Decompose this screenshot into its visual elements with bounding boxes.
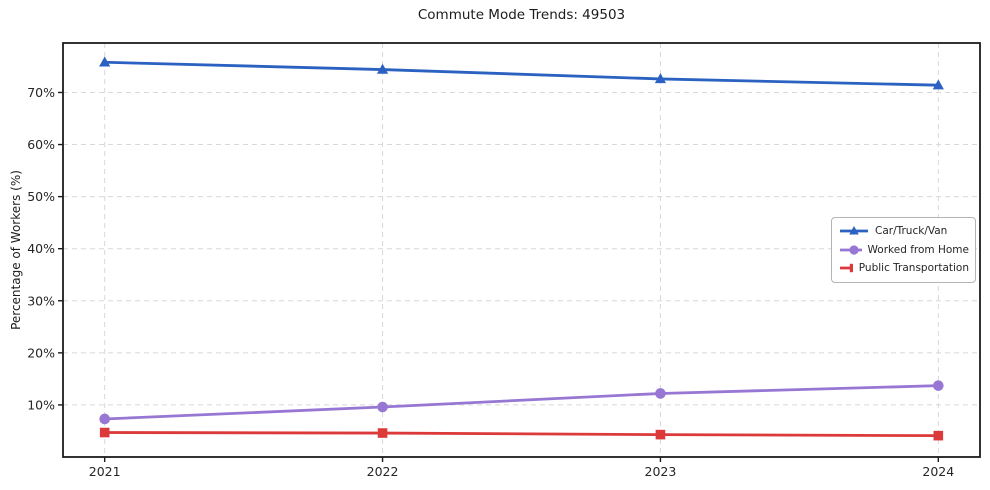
x-tick-label: 2021 [89, 464, 121, 479]
legend-marker-triangle-icon [840, 226, 868, 235]
y-tick-label: 10% [27, 397, 55, 412]
marker-worked-from-home [655, 388, 666, 399]
marker-worked-from-home [99, 413, 110, 425]
y-tick-label: 70% [27, 85, 55, 100]
marker-car-truck-van [654, 73, 667, 84]
series-line-car-truck-van [103, 60, 940, 87]
marker-public-transportation [655, 429, 666, 440]
marker-car-truck-van [376, 63, 389, 74]
y-tick-label: 40% [27, 241, 55, 256]
chart-title: Commute Mode Trends: 49503 [417, 7, 626, 23]
y-tick-label: 60% [27, 137, 55, 152]
legend-label: Car/Truck/Van [875, 225, 948, 238]
legend-label: Public Transportation [858, 262, 969, 275]
x-tick-label: 2022 [367, 464, 399, 479]
marker-public-transportation [99, 427, 110, 438]
marker-car-truck-van [932, 79, 944, 90]
legend-item-worked-from-home: Worked from Home [839, 241, 969, 260]
y-tick-label: 30% [27, 293, 55, 308]
legend-marker-square-icon [840, 264, 853, 273]
legend: Car/Truck/Van Worked from Home Public Tran… [831, 217, 976, 283]
series-line-public-transportation [103, 431, 940, 438]
marker-worked-from-home [933, 380, 944, 391]
y-tick-label: 50% [27, 189, 55, 204]
legend-item-public-transportation: Public Transportation [839, 259, 969, 278]
plot-border [62, 42, 981, 458]
marker-car-truck-van [99, 56, 111, 67]
series-line-worked-from-home [103, 384, 940, 421]
x-tick-label: 2023 [645, 464, 677, 479]
legend-item-car-truck-van: Car/Truck/Van [839, 222, 969, 241]
legend-marker-circle-icon [840, 245, 862, 255]
marker-worked-from-home [377, 401, 388, 413]
y-tick-label: 20% [27, 345, 55, 360]
legend-label: Worked from Home [867, 243, 969, 256]
marker-public-transportation [933, 430, 944, 441]
marker-public-transportation [377, 428, 388, 438]
x-tick-label: 2024 [922, 464, 954, 479]
